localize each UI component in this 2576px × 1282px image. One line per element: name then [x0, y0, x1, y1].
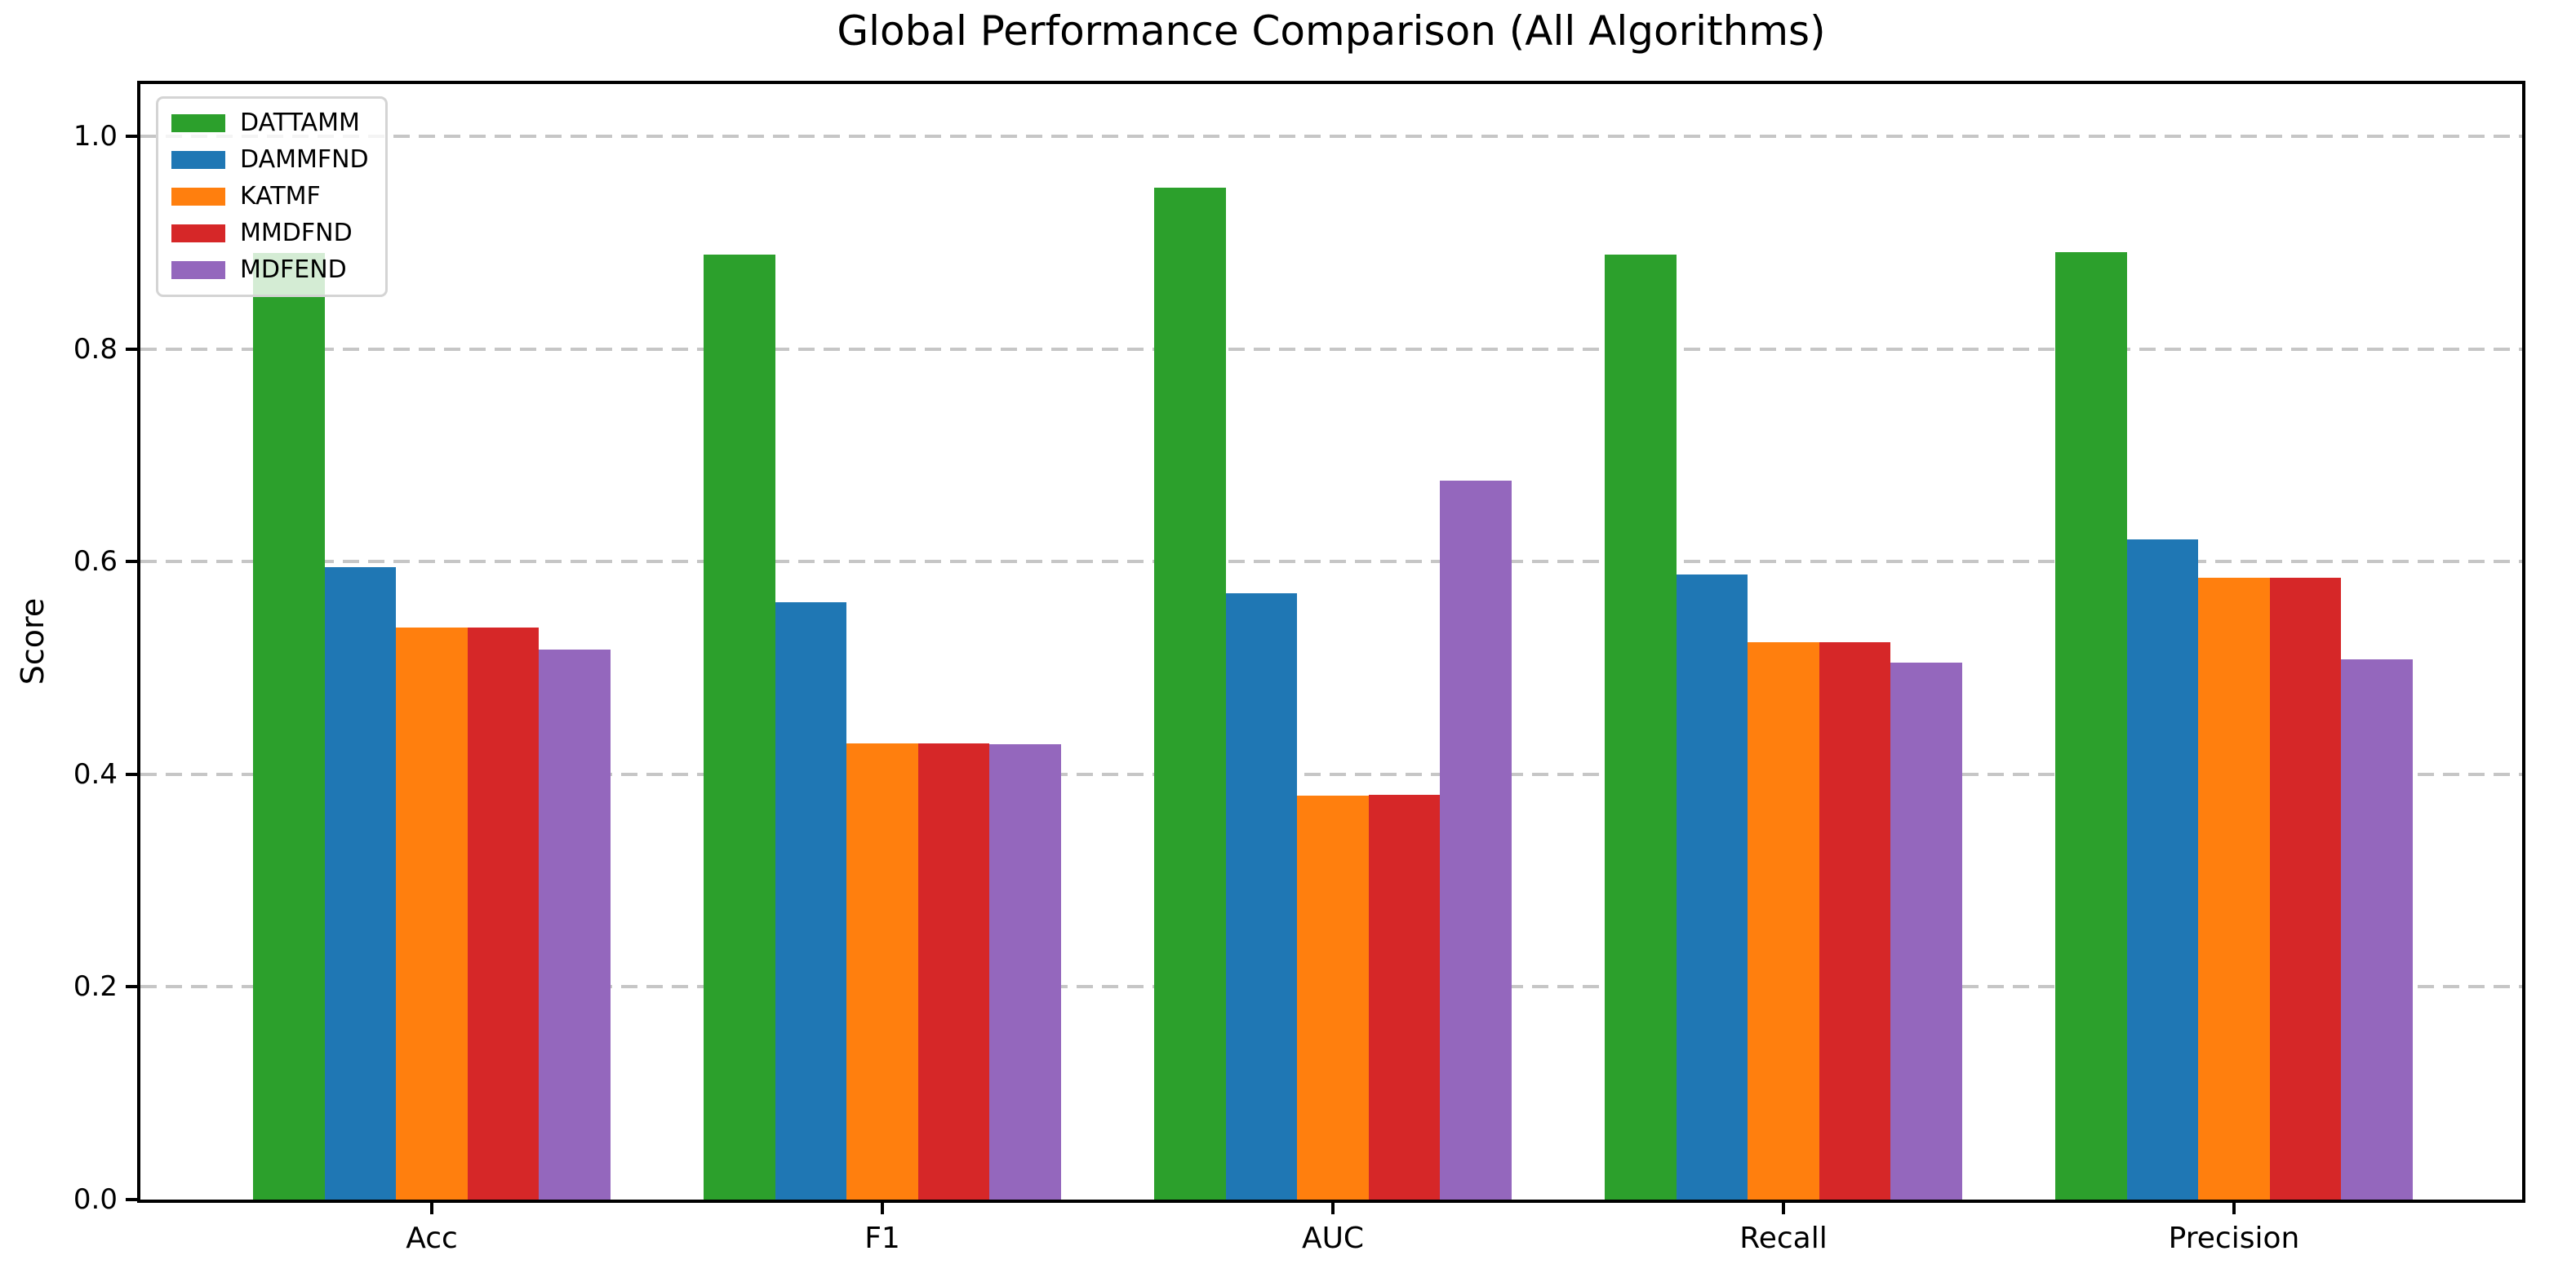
bar-MDFEND-Acc — [539, 650, 611, 1200]
y-tick-mark-0.0 — [126, 1198, 137, 1201]
bar-DATTAMM-Recall — [1605, 254, 1677, 1200]
x-tick-label-Precision: Precision — [2168, 1222, 2300, 1255]
legend-swatch-DAMMFND — [171, 151, 225, 169]
legend-label-MDFEND: MDFEND — [240, 255, 347, 284]
legend-swatch-DATTAMM — [171, 114, 225, 132]
legend-item-MMDFND: MMDFND — [171, 220, 369, 247]
bar-DATTAMM-F1 — [704, 254, 775, 1200]
bar-group-Recall — [1605, 84, 1962, 1200]
bar-group-AUC — [1154, 84, 1512, 1200]
x-tick-label-Recall: Recall — [1739, 1222, 1828, 1255]
x-tick-mark-AUC — [1331, 1203, 1335, 1214]
bar-MMDFND-AUC — [1368, 794, 1441, 1200]
legend-label-KATMF: KATMF — [240, 182, 321, 211]
bar-group-F1 — [704, 84, 1061, 1200]
legend-label-MMDFND: MMDFND — [240, 219, 353, 247]
y-tick-label-0.0: 0.0 — [73, 1183, 118, 1216]
bar-group-Precision — [2055, 84, 2413, 1200]
bar-MDFEND-AUC — [1440, 481, 1512, 1200]
bar-MDFEND-F1 — [989, 744, 1061, 1200]
bar-KATMF-Precision — [2198, 577, 2270, 1200]
legend-swatch-MMDFND — [171, 224, 225, 242]
gridline-y-0.4 — [140, 772, 2522, 776]
gridline-y-0.6 — [140, 560, 2522, 564]
x-tick-mark-Acc — [430, 1203, 433, 1214]
y-tick-label-1.0: 1.0 — [73, 120, 118, 153]
x-tick-mark-F1 — [881, 1203, 884, 1214]
x-tick-label-F1: F1 — [864, 1222, 900, 1255]
legend-item-DAMMFND: DAMMFND — [171, 146, 369, 174]
bar-KATMF-AUC — [1297, 795, 1369, 1200]
legend-swatch-MDFEND — [171, 261, 225, 279]
bar-DATTAMM-Precision — [2055, 252, 2127, 1200]
bar-MMDFND-Precision — [2269, 577, 2342, 1200]
legend-swatch-KATMF — [171, 188, 225, 206]
bar-MMDFND-Recall — [1819, 642, 1891, 1200]
y-tick-label-0.4: 0.4 — [73, 757, 118, 791]
bar-DAMMFND-Acc — [324, 566, 397, 1200]
legend: DATTAMM DAMMFND KATMF MMDFND MDFEND — [156, 96, 388, 297]
bar-group-Acc — [253, 84, 611, 1200]
bar-MMDFND-F1 — [917, 743, 990, 1200]
y-tick-mark-0.4 — [126, 772, 137, 776]
x-tick-label-AUC: AUC — [1301, 1222, 1365, 1255]
legend-item-MDFEND: MDFEND — [171, 256, 369, 284]
bar-MDFEND-Recall — [1890, 663, 1962, 1200]
x-tick-mark-Recall — [1782, 1203, 1785, 1214]
legend-item-KATMF: KATMF — [171, 183, 369, 211]
bar-DATTAMM-Acc — [253, 253, 325, 1200]
gridline-y-1.0 — [140, 135, 2522, 138]
bar-DATTAMM-AUC — [1154, 187, 1226, 1200]
chart-title: Global Performance Comparison (All Algor… — [837, 7, 1826, 55]
legend-label-DAMMFND: DAMMFND — [240, 145, 369, 174]
bar-DAMMFND-Recall — [1676, 574, 1748, 1200]
x-tick-label-Acc: Acc — [406, 1222, 458, 1255]
bar-KATMF-F1 — [846, 743, 918, 1200]
bar-MMDFND-Acc — [467, 628, 540, 1200]
x-tick-mark-Precision — [2232, 1203, 2236, 1214]
y-tick-mark-0.8 — [126, 347, 137, 351]
gridline-y-0.8 — [140, 347, 2522, 351]
legend-label-DATTAMM: DATTAMM — [240, 109, 360, 137]
y-tick-mark-0.2 — [126, 985, 137, 989]
legend-item-DATTAMM: DATTAMM — [171, 109, 369, 137]
y-tick-label-0.6: 0.6 — [73, 545, 118, 579]
plot-area: DATTAMM DAMMFND KATMF MMDFND MDFEND — [137, 81, 2525, 1203]
y-tick-mark-0.6 — [126, 560, 137, 564]
y-tick-label-0.8: 0.8 — [73, 332, 118, 366]
bar-DAMMFND-F1 — [775, 601, 847, 1200]
y-tick-mark-1.0 — [126, 135, 137, 138]
bar-KATMF-Recall — [1748, 642, 1819, 1200]
bar-DAMMFND-Precision — [2126, 539, 2199, 1200]
y-tick-label-0.2: 0.2 — [73, 970, 118, 1004]
bar-MDFEND-Precision — [2341, 659, 2413, 1200]
bar-DAMMFND-AUC — [1225, 593, 1298, 1200]
y-axis-label: Score — [15, 597, 51, 685]
bar-KATMF-Acc — [396, 628, 468, 1200]
